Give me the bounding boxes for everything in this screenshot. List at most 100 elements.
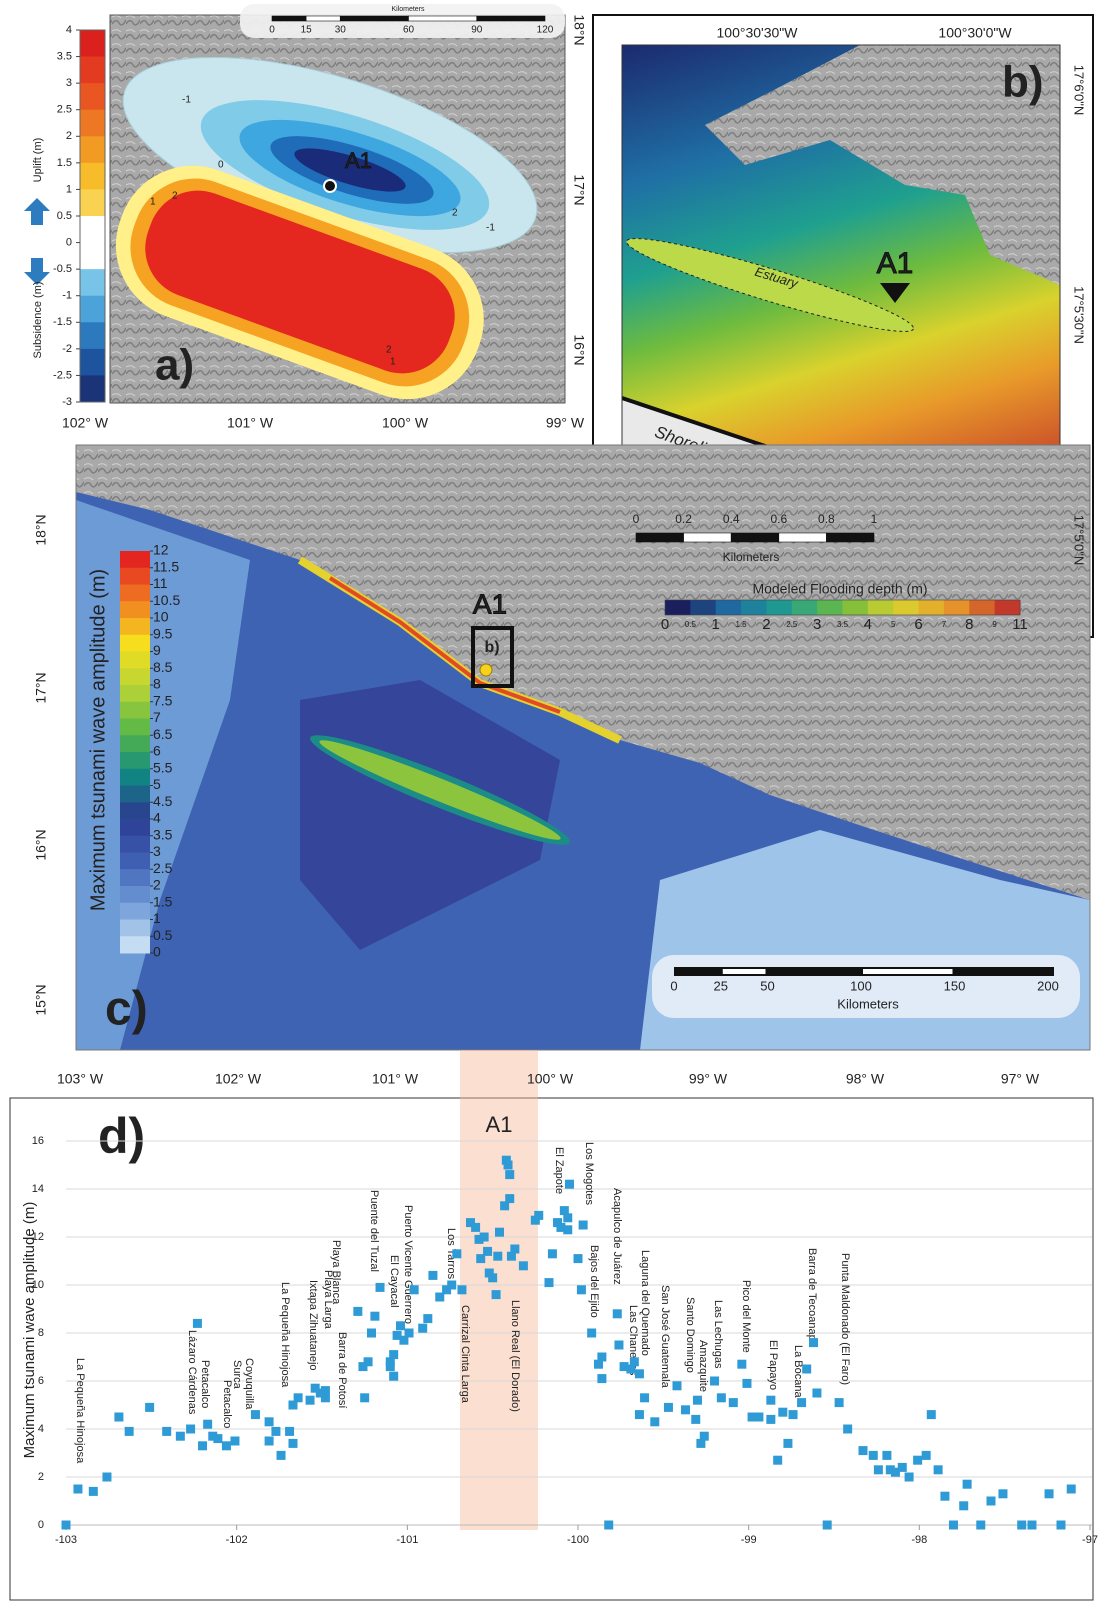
colorbar-cell [120,635,150,652]
data-point [597,1374,606,1383]
legend-cell [868,600,894,615]
data-point [754,1413,763,1422]
y-tick-label: 14 [32,1183,44,1195]
colorbar-tick-label: 9.5 [153,625,173,641]
colorbar-tick-label: 2 [66,130,72,142]
scale-segment [272,16,306,21]
data-point [874,1465,883,1474]
data-point [934,1465,943,1474]
colorbar-tick-label: 1 [153,910,161,926]
scale-tick-label: 0.2 [675,512,692,526]
lon-label: 98° W [846,1071,885,1087]
data-point [162,1427,171,1436]
data-point [288,1439,297,1448]
location-label: Llano Real (El Dorado) [509,1300,521,1412]
colorbar-tick-label: 1.5 [57,157,72,169]
x-tick-label: -97 [1082,1534,1098,1546]
data-point [812,1389,821,1398]
data-point [452,1249,461,1258]
data-point [386,1362,395,1371]
location-label: Coyuquilla [243,1358,255,1410]
data-point [193,1319,202,1328]
scale-segment [306,16,340,21]
colorbar-cell [120,903,150,920]
data-point [959,1501,968,1510]
data-point [574,1254,583,1263]
scale-tick-label: 60 [403,25,415,36]
data-point [480,1233,489,1242]
location-label: Petacalco [199,1360,211,1408]
uplift-arrow [24,198,50,225]
data-point [504,1161,513,1170]
scale-segment [779,533,827,542]
lon-label: 99° W [546,415,585,431]
scale-tick-label: 15 [301,25,313,36]
contour-label: 1 [150,197,156,208]
data-point [577,1285,586,1294]
panel-label: b) [1002,58,1044,107]
lon-label: 99° W [689,1071,728,1087]
location-label: Punta Maldonado (El Faro) [839,1253,851,1385]
colorbar-tick-label: 6.5 [153,726,173,742]
data-point [89,1487,98,1496]
data-point [998,1489,1007,1498]
data-point [650,1417,659,1426]
colorbar-cell [120,551,150,568]
lon-label: 100° W [527,1071,574,1087]
lon-label: 103° W [57,1071,104,1087]
data-point [614,1341,623,1350]
data-point [488,1273,497,1282]
data-point [869,1451,878,1460]
legend-tick-label: 8 [965,616,973,633]
lat-label: 18°N [33,514,49,545]
colorbar-tick-label: 0.5 [153,927,173,943]
scale-tick-label: 0.8 [818,512,835,526]
data-point [102,1473,111,1482]
data-point [125,1427,134,1436]
panel-label: d) [98,1108,145,1164]
data-point [773,1456,782,1465]
data-point [471,1223,480,1232]
data-point [905,1473,914,1482]
location-label: Puerto Vicente Guerrero [402,1205,414,1324]
colorbar-tick-label: 1 [66,183,72,195]
data-point [1017,1521,1026,1530]
colorbar-tick-label: 2.5 [57,104,72,116]
legend-tick-label: 3 [813,616,821,633]
data-point [913,1456,922,1465]
colorbar-tick-label: 7.5 [153,692,173,708]
data-point [277,1451,286,1460]
colorbar-tick-label: 3 [153,843,161,859]
location-label: El Zapote [553,1147,565,1194]
legend-cell [995,600,1021,615]
data-point [306,1396,315,1405]
colorbar-tick-label: 2 [153,877,161,893]
data-point [492,1290,501,1299]
scale-tick-label: 90 [471,25,483,36]
lon-label: 100°30'0"W [938,25,1012,41]
location-label: Playa Blanca [330,1240,342,1305]
lon-label: 100° W [382,415,429,431]
colorbar-tick-label: 3.5 [153,826,173,842]
data-point [353,1307,362,1316]
colorbar-tick-label: 3.5 [57,50,72,62]
location-label: Lázaro Cárdenas [186,1330,198,1415]
data-point [949,1521,958,1530]
data-point [823,1521,832,1530]
colorbar-cell [120,668,150,685]
data-point [681,1405,690,1414]
data-point [213,1434,222,1443]
legend-cell [919,600,945,615]
data-point [1056,1521,1065,1530]
data-point [635,1410,644,1419]
data-point [405,1329,414,1338]
scale-tick-label: 120 [537,25,554,36]
legend-tick-label: 2 [762,616,770,633]
colorbar-cell [80,269,105,296]
data-point [783,1439,792,1448]
y-tick-label: 6 [38,1375,44,1387]
contour-label: -1 [182,95,191,106]
data-point [1045,1489,1054,1498]
colorbar-tick-label: -2.5 [53,369,72,381]
contour-label: 1 [390,357,396,368]
